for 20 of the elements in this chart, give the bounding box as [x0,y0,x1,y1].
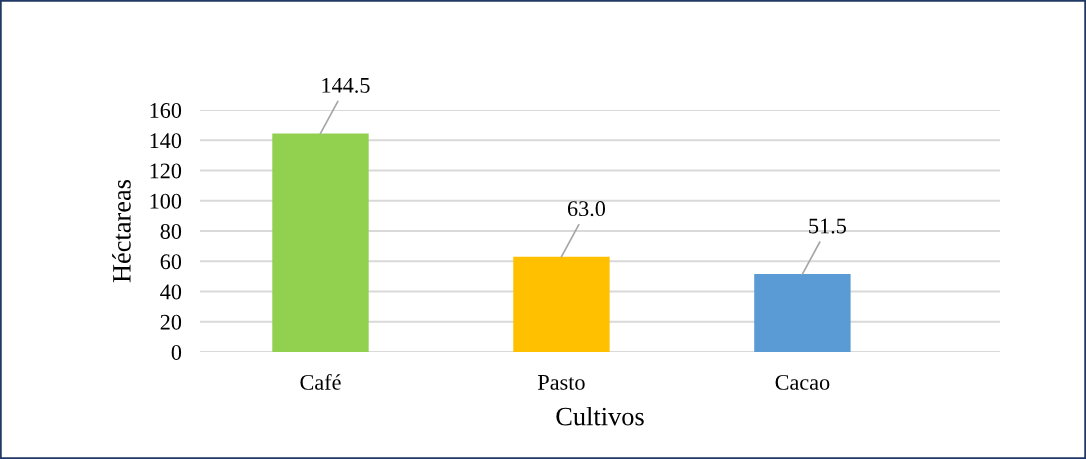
data-label: 144.5 [322,77,370,93]
x-axis-title: Cultivos [556,406,644,426]
y-tick-label: 160 [150,102,182,118]
bar [754,274,851,353]
x-tick-label: Pasto [538,375,585,390]
x-tick-label: Cacao [775,374,830,390]
y-tick-label: 140 [150,133,182,149]
x-tick-label: Café [300,374,341,390]
y-tick-label: 80 [160,223,182,239]
bar [272,133,369,353]
y-tick-label: 20 [160,314,182,330]
y-tick-label: 100 [150,193,182,209]
y-tick-label: 120 [150,163,182,179]
data-label: 51.5 [809,218,846,234]
y-axis-title: Héctareas [112,179,131,283]
bar [513,256,610,353]
y-tick-label: 60 [160,254,182,270]
y-tick-label: 0 [171,344,182,360]
data-label: 63.0 [567,201,606,217]
y-tick-label: 40 [160,284,182,300]
